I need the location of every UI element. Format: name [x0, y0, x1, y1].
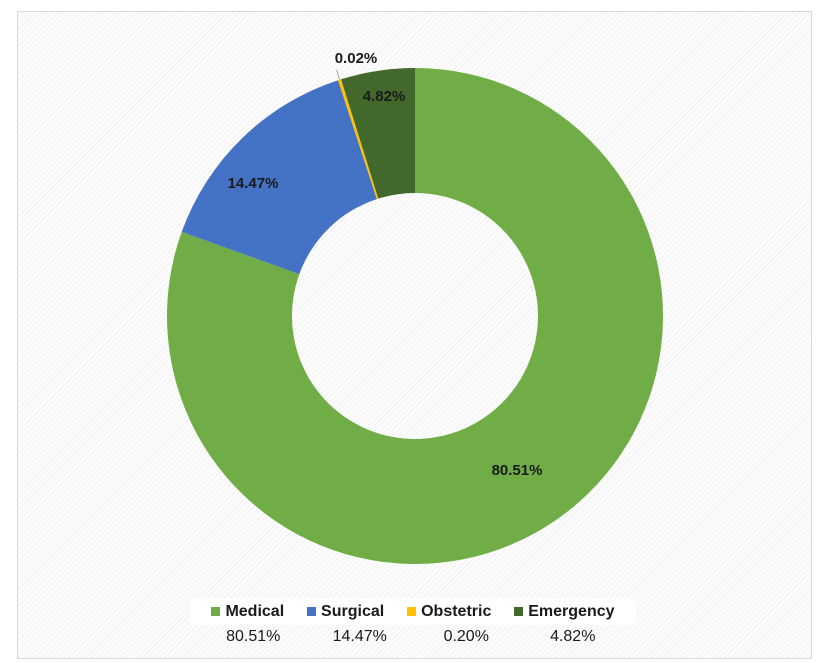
emergency-swatch-icon: [514, 607, 524, 616]
legend-value-emergency: 4.82%: [550, 628, 596, 645]
legend-label: Obstetric: [421, 602, 492, 620]
obstetric-leader-line: [336, 69, 341, 80]
surgical-swatch-icon: [307, 607, 317, 616]
slice-surgical: [181, 80, 377, 275]
chart-legend: Medical Surgical Obstetric Emergency: [190, 598, 636, 625]
legend-label: Emergency: [528, 602, 615, 620]
legend-item-medical: Medical: [211, 603, 284, 621]
donut-slices: [166, 68, 664, 565]
medical-swatch-icon: [211, 607, 221, 616]
obstetric-swatch-icon: [407, 607, 417, 616]
slice-obstetric: [338, 79, 379, 200]
emergency-data-label: 4.82%: [363, 88, 406, 105]
medical-data-label: 80.51%: [492, 462, 543, 479]
legend-item-obstetric: Obstetric: [407, 603, 491, 621]
legend-value-obstetric: 0.20%: [443, 628, 489, 645]
legend-label: Medical: [225, 602, 285, 620]
surgical-data-label: 14.47%: [228, 175, 279, 192]
legend-item-surgical: Surgical: [307, 603, 384, 621]
obstetric-data-label: 0.02%: [335, 50, 378, 67]
legend-item-emergency: Emergency: [514, 602, 615, 621]
legend-values-row: 80.51% 14.47% 0.20% 4.82%: [190, 628, 636, 650]
legend-label: Surgical: [321, 602, 385, 620]
legend-value-surgical: 14.47%: [332, 628, 387, 645]
slice-medical: [166, 68, 664, 565]
legend-value-medical: 80.51%: [226, 628, 281, 645]
slice-emergency: [341, 68, 415, 199]
